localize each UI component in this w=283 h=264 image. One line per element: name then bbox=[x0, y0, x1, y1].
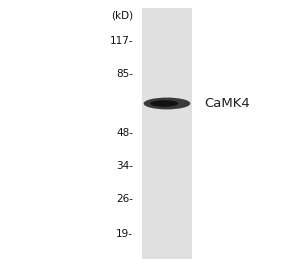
Ellipse shape bbox=[150, 100, 178, 107]
Text: 26-: 26- bbox=[116, 194, 133, 204]
Text: 48-: 48- bbox=[116, 128, 133, 138]
FancyBboxPatch shape bbox=[142, 8, 192, 259]
Ellipse shape bbox=[143, 98, 190, 109]
Text: 19-: 19- bbox=[116, 229, 133, 239]
Text: 85-: 85- bbox=[116, 69, 133, 79]
Text: (kD): (kD) bbox=[111, 11, 133, 21]
Text: 117-: 117- bbox=[110, 36, 133, 46]
Text: CaMK4: CaMK4 bbox=[204, 97, 250, 110]
Text: 34-: 34- bbox=[116, 161, 133, 171]
